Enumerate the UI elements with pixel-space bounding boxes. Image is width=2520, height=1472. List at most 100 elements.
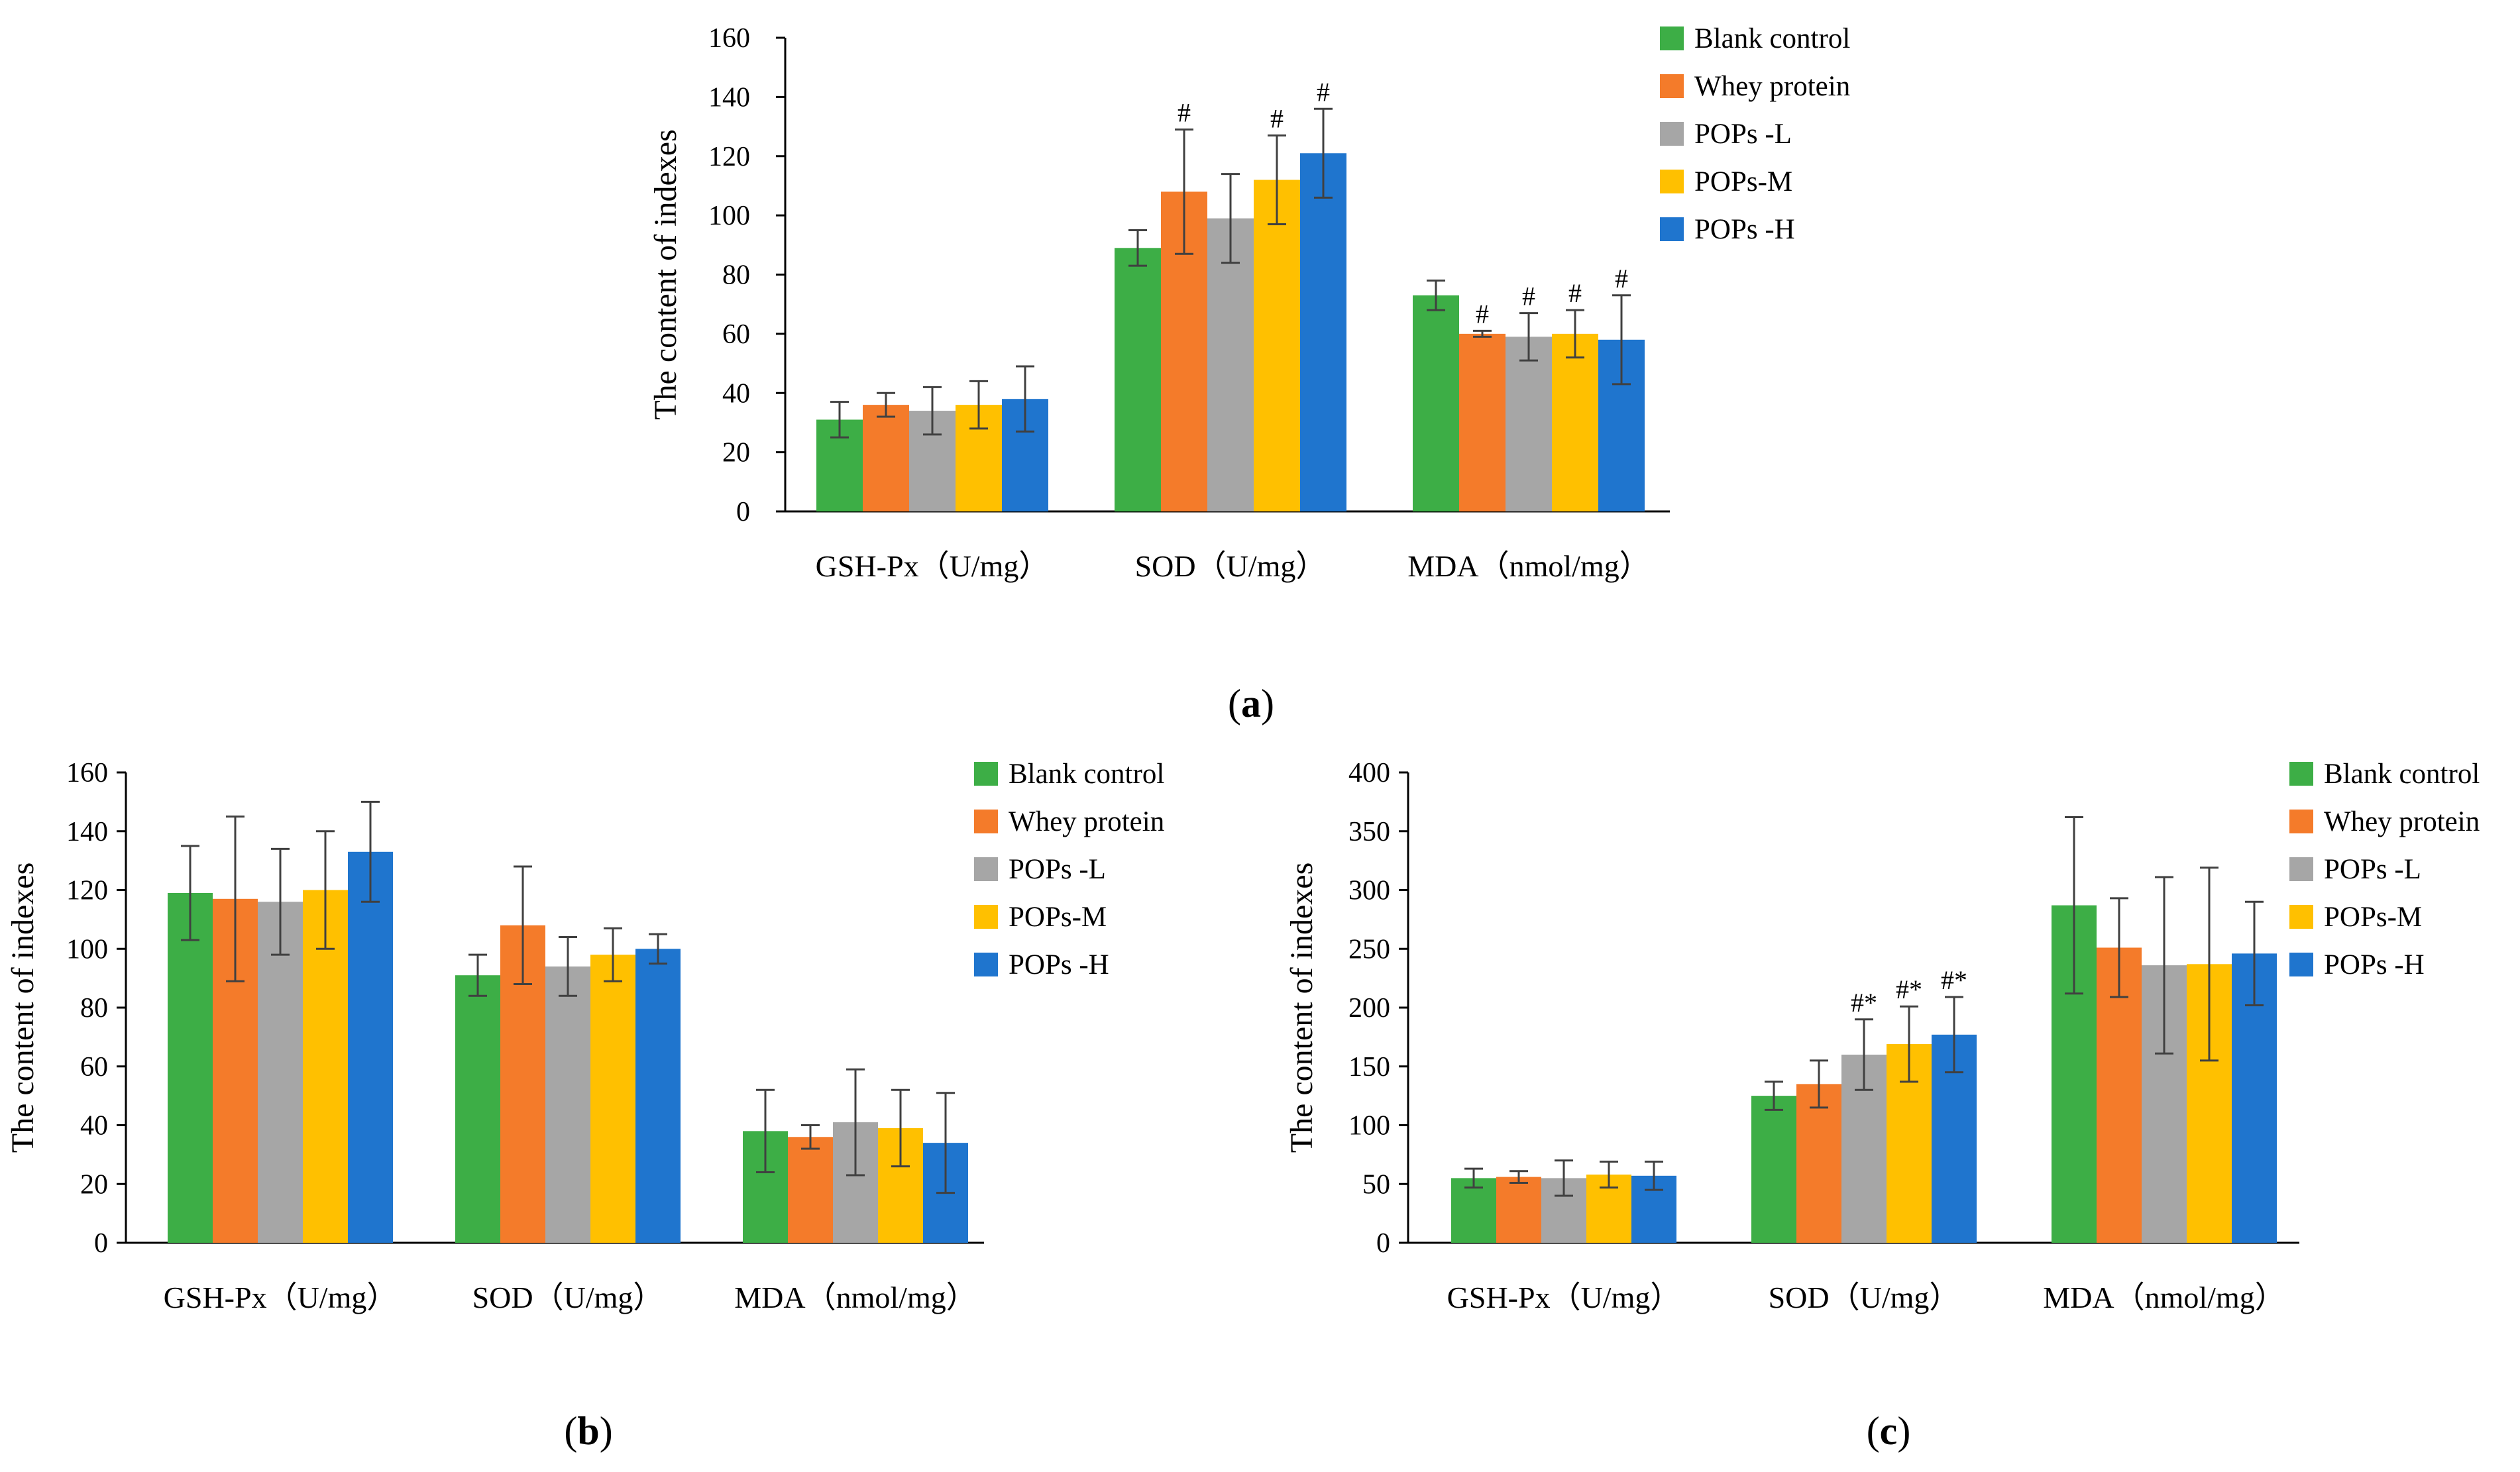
significance-mark: # (1178, 98, 1191, 128)
error-bar (1645, 1161, 1663, 1191)
error-bar (1855, 1018, 1873, 1091)
y-axis-title: The content of indexes (5, 863, 40, 1153)
legend-label: Blank control (1009, 759, 1164, 790)
bar-c-c1-s0 (1751, 1096, 1796, 1243)
legend-label: POPs-M (1009, 902, 1107, 933)
x-category-label: GSH-Px（U/mg） (164, 1281, 398, 1314)
error-bar (1555, 1159, 1573, 1197)
bar-b-c0-s0 (168, 892, 213, 1243)
bar-b-c1-s2 (545, 966, 590, 1243)
bar-a-c1-s4 (1300, 153, 1346, 511)
legend-swatch (2289, 953, 2313, 976)
bar-a-c1-s0 (1115, 248, 1161, 511)
panel-label: (b) (564, 1409, 612, 1453)
y-tick-label: 50 (1362, 1169, 1390, 1200)
x-category-label: MDA（nmol/mg） (1407, 549, 1649, 583)
x-category-label: MDA（nmol/mg） (2043, 1281, 2285, 1314)
y-tick-label: 20 (80, 1169, 108, 1200)
panel-label-letter: a (1241, 682, 1261, 725)
y-axis-title: The content of indexes (648, 129, 683, 420)
error-bar (226, 815, 245, 982)
y-tick-label: 150 (1348, 1052, 1390, 1082)
y-tick-label: 120 (708, 142, 750, 172)
legend-swatch (2289, 810, 2313, 833)
y-tick-label: 250 (1348, 934, 1390, 965)
error-bar (2065, 815, 2083, 995)
error-bar (1566, 309, 1584, 359)
y-tick-label: 20 (722, 438, 750, 468)
error-bar (969, 380, 988, 430)
error-bar (1810, 1059, 1828, 1109)
y-tick-label: 200 (1348, 993, 1390, 1024)
error-bar (649, 933, 667, 965)
error-bar (1016, 365, 1034, 433)
bar-b-c2-s1 (788, 1137, 833, 1243)
significance-mark: # (1615, 264, 1628, 293)
error-bar (604, 927, 622, 982)
legend-swatch (1660, 122, 1684, 146)
bar-a-c0-s1 (863, 405, 909, 511)
error-bar (877, 392, 895, 418)
bar-b-c0-s2 (258, 902, 303, 1243)
chart-panel-b: 0 20 40 60 80 100 120 140 160 The content of inde… (5, 758, 1164, 1453)
error-bar (1945, 996, 1963, 1074)
bar-a-c2-s1 (1459, 333, 1506, 511)
legend-swatch (974, 762, 998, 786)
y-tick-label: 0 (1376, 1228, 1390, 1259)
error-bar (801, 1124, 820, 1150)
legend-swatch (2289, 857, 2313, 881)
panel-label-close: ) (600, 1409, 613, 1453)
error-bar (1314, 107, 1333, 199)
y-tick-label: 0 (94, 1228, 108, 1259)
panel-label-close: ) (1261, 682, 1274, 725)
error-bar (1427, 279, 1445, 311)
bar-a-c2-s0 (1413, 295, 1459, 511)
error-bar (271, 847, 290, 956)
y-tick-label: 60 (80, 1052, 108, 1082)
error-bar (2200, 867, 2219, 1062)
y-tick-label: 80 (80, 993, 108, 1024)
y-tick-label: 140 (708, 82, 750, 113)
legend-swatch (1660, 217, 1684, 241)
error-bar (2110, 897, 2128, 998)
legend-swatch (1660, 170, 1684, 193)
bar-a-c1-s3 (1254, 180, 1300, 511)
error-bar (1600, 1161, 1618, 1189)
bar-b-c0-s4 (348, 851, 393, 1243)
significance-mark: #* (1851, 988, 1877, 1018)
bar-b-c1-s4 (635, 949, 681, 1243)
error-bar (181, 845, 199, 941)
bar-c-c1-s1 (1796, 1084, 1841, 1243)
panel-label-open: ( (564, 1409, 577, 1453)
legend-label: Whey protein (1694, 71, 1850, 102)
legend-label: Whey protein (2324, 806, 2480, 837)
chart-panel-a: 0 20 40 60 80 100 120 140 160 The content of inde… (648, 23, 1850, 725)
y-tick-label: 40 (722, 378, 750, 409)
significance-mark: # (1270, 103, 1284, 133)
legend-label: POPs -H (2324, 949, 2425, 980)
significance-mark: # (1522, 282, 1535, 311)
panel-label-letter: b (577, 1409, 599, 1453)
error-bar (559, 936, 577, 997)
y-tick-label: 300 (1348, 876, 1390, 906)
panel-label-letter: c (1880, 1409, 1898, 1453)
legend-swatch (974, 810, 998, 833)
y-tick-label: 100 (708, 201, 750, 231)
error-bar (1464, 1167, 1483, 1189)
error-bar (1612, 294, 1631, 386)
y-tick-label: 0 (736, 497, 750, 527)
error-bar (316, 830, 335, 950)
legend-swatch (974, 905, 998, 929)
error-bar (2155, 876, 2173, 1055)
error-bar (1519, 312, 1538, 362)
y-tick-label: 350 (1348, 817, 1390, 847)
y-tick-label: 100 (1348, 1111, 1390, 1141)
error-bar (361, 800, 380, 903)
bar-c-c0-s0 (1451, 1178, 1496, 1243)
error-bar (1175, 129, 1193, 255)
y-tick-label: 100 (66, 934, 108, 965)
y-tick-label: 120 (66, 876, 108, 906)
bar-a-c1-s2 (1207, 218, 1254, 511)
legend-swatch (2289, 905, 2313, 929)
